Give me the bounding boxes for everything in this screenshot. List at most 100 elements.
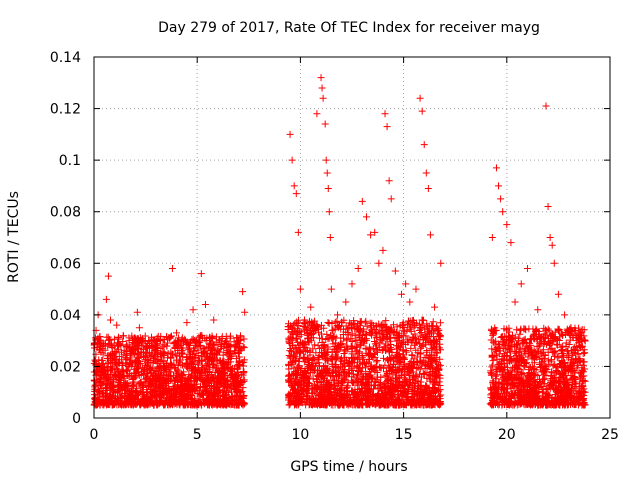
data-point [187,372,195,380]
data-point [91,383,99,391]
data-point [104,360,112,368]
data-point [206,368,214,376]
data-point [212,379,220,387]
data-point [209,374,217,382]
data-point [124,363,132,371]
data-point [381,361,389,369]
data-point [123,343,131,351]
data-point [160,341,168,349]
data-point [167,399,175,407]
data-point [114,366,122,374]
data-point [166,368,174,376]
data-point [147,389,155,397]
data-point [187,381,195,389]
data-point [190,366,198,374]
data-point [238,379,246,387]
data-point [145,377,153,385]
data-point [240,335,248,343]
data-point [175,392,183,400]
data-point [107,386,115,394]
data-point [137,378,145,386]
data-point [145,399,153,407]
data-point [286,378,294,386]
data-point [133,335,141,343]
data-point [141,353,149,361]
data-point [153,401,161,409]
data-point [149,398,157,406]
data-point [119,337,127,345]
data-point [111,372,119,380]
data-point [113,364,121,372]
data-point [436,355,444,363]
data-point [219,366,227,374]
data-point [203,401,211,409]
data-point [135,358,143,366]
data-point [153,387,161,395]
data-point [233,341,241,349]
data-point [185,376,193,384]
data-point [216,380,224,388]
data-point [219,397,227,405]
data-point [225,399,233,407]
data-point [220,344,228,352]
data-point [185,346,193,354]
data-point [187,385,195,393]
data-point [179,371,187,379]
data-point [224,361,232,369]
data-point [208,353,216,361]
data-point [177,370,185,378]
data-point [108,394,116,402]
data-point [516,326,524,334]
data-point [177,361,185,369]
data-point [96,371,104,379]
data-point [142,344,150,352]
data-point [236,360,244,368]
data-point [138,342,146,350]
data-point [209,373,217,381]
data-point [212,333,220,341]
data-point [91,391,99,399]
data-point [133,397,141,405]
data-point [201,387,209,395]
data-point [146,378,154,386]
data-point [175,336,183,344]
data-point [194,346,202,354]
data-point [236,393,244,401]
data-point [182,340,190,348]
data-point [196,383,204,391]
data-point [173,356,181,364]
data-point [183,354,191,362]
data-point [200,348,208,356]
data-point [160,349,168,357]
data-point [204,352,212,360]
data-point [127,356,135,364]
data-point [118,394,126,402]
data-point [232,342,240,350]
data-point [192,338,200,346]
data-point [235,353,243,361]
data-point [101,380,109,388]
data-point [130,400,138,408]
data-point [200,400,208,408]
data-point [189,367,197,375]
data-point [196,386,204,394]
data-point [165,394,173,402]
data-point [324,318,332,326]
data-point [152,341,160,349]
data-point [166,393,174,401]
data-point [96,379,104,387]
data-point [108,359,116,367]
data-point [198,361,206,369]
data-point [212,356,220,364]
data-point [237,380,245,388]
data-point [115,352,123,360]
data-point [237,345,245,353]
data-point [91,356,99,364]
data-point [95,364,103,372]
data-point [126,398,134,406]
data-point [110,342,118,350]
data-point [156,394,164,402]
data-point [228,368,236,376]
data-point [127,393,135,401]
data-point [202,356,210,364]
